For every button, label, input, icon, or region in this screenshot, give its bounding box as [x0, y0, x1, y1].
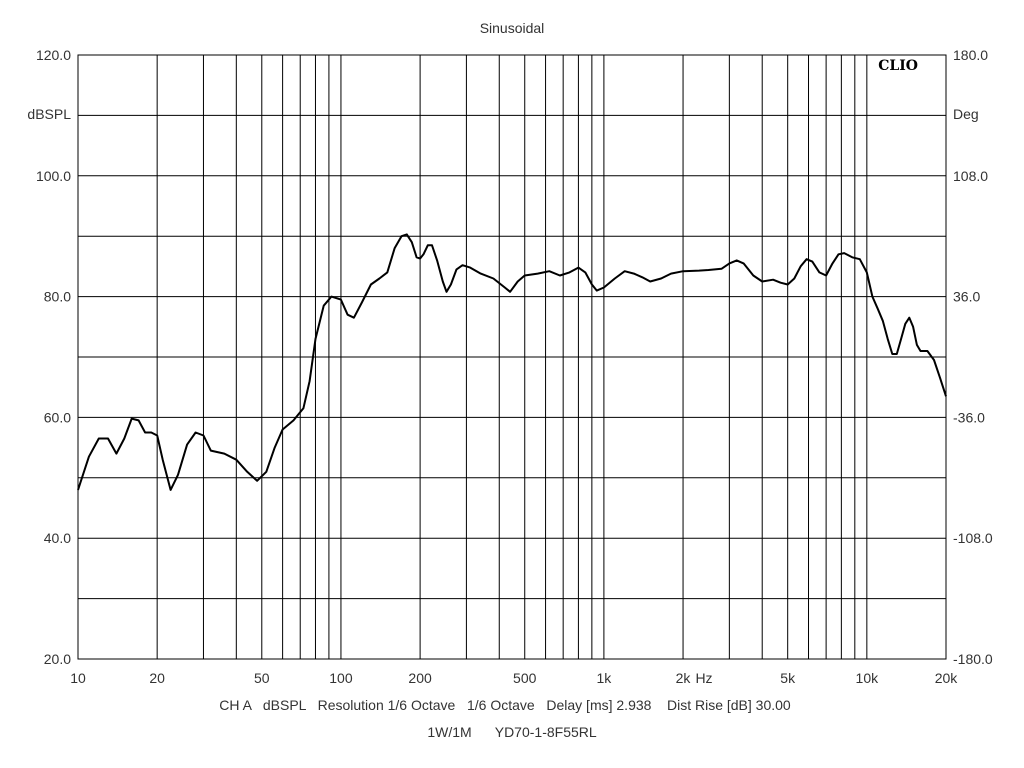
x-tick-label: 500 — [513, 670, 537, 686]
y2-tick-label: -108.0 — [953, 530, 993, 546]
plot-frame — [77, 54, 947, 660]
y-axis-label: dBSPL — [27, 106, 71, 122]
series-layer — [77, 233, 947, 491]
clio-logo: CLIO — [878, 58, 918, 74]
y-tick-label: 60.0 — [44, 409, 71, 425]
x-tick-label: 200 — [408, 670, 432, 686]
y2-axis-ticks: -180.0 -108.0 -36.0 36.0 108.0 180.0 — [953, 47, 993, 667]
x-axis-unit: Hz — [695, 670, 712, 686]
x-tick-label: 10k — [856, 670, 880, 686]
x-tick-label: 20k — [935, 670, 959, 686]
footer-settings: CH A dBSPL Resolution 1/6 Octave 1/6 Oct… — [219, 697, 791, 713]
y2-axis-label: Deg — [953, 106, 979, 122]
y-axis-ticks: 20.0 40.0 60.0 80.0 100.0 120.0 — [36, 47, 71, 667]
chart-title: Sinusoidal — [480, 20, 545, 36]
y-tick-label: 20.0 — [44, 651, 71, 667]
x-tick-label: 5k — [780, 670, 796, 686]
footer-device: 1W/1M YD70-1-8F55RL — [427, 724, 597, 740]
x-tick-label: 2k — [676, 670, 692, 686]
y-tick-label: 80.0 — [44, 289, 71, 305]
x-tick-label: 1k — [596, 670, 612, 686]
y-tick-label: 100.0 — [36, 168, 71, 184]
x-tick-label: 50 — [254, 670, 270, 686]
x-axis-ticks: 10 20 50 100 200 500 1k 2k 5k 10k 20k — [70, 670, 958, 686]
y2-tick-label: 108.0 — [953, 168, 988, 184]
y-tick-label: 40.0 — [44, 530, 71, 546]
x-tick-label: 100 — [329, 670, 353, 686]
y2-tick-label: 36.0 — [953, 289, 980, 305]
y2-tick-label: 180.0 — [953, 47, 988, 63]
y-tick-label: 120.0 — [36, 47, 71, 63]
x-tick-label: 20 — [149, 670, 165, 686]
series-line — [77, 233, 947, 491]
y2-tick-label: -36.0 — [953, 409, 985, 425]
grid — [78, 55, 946, 659]
x-tick-label: 10 — [70, 670, 86, 686]
y2-tick-label: -180.0 — [953, 651, 993, 667]
